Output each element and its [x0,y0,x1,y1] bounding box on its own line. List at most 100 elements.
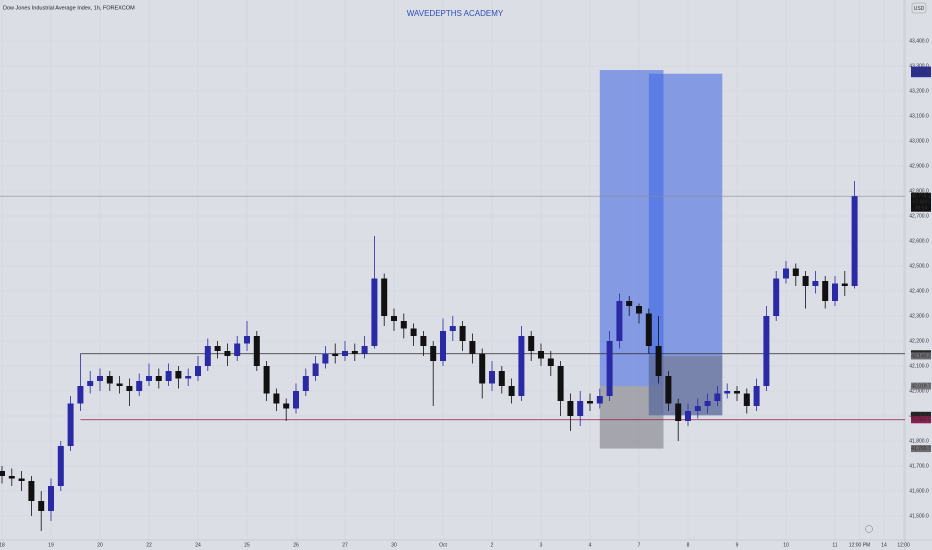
candle-body [773,278,780,316]
candle-body [263,366,270,394]
y-tick-label: 42,200.0 [909,338,929,344]
y-tick-label: 42,000.0 [909,388,929,394]
candle-body [577,401,584,416]
candle-body [126,386,133,391]
x-tick-label: 27 [342,542,348,548]
grid [0,0,905,540]
settings-icon[interactable] [865,525,873,533]
candle-body [557,366,564,401]
y-tick-label: 43,400.0 [909,38,929,44]
candle-body [724,391,731,394]
candle-body [322,353,329,364]
candle-body [410,328,417,336]
candle-body [479,353,486,384]
y-tick-label: 42,800.0 [909,188,929,194]
candle-body [302,376,309,391]
candle-body [655,346,662,376]
price-label-box [911,66,931,74]
candle-body [645,313,652,346]
candle-body [851,196,858,286]
candle-body [587,401,593,404]
candle-body [234,343,241,356]
price-label-box [911,382,931,390]
y-tick-label: 43,000.0 [909,138,929,144]
axis: 41,500.041,600.041,700.041,800.041,900.0… [0,38,931,548]
x-tick-label: 18 [0,542,5,548]
price-label: 41,902.9 [911,413,931,419]
y-tick-label: 41,500.0 [909,513,929,519]
candle-body [57,446,64,486]
candle-body [440,331,446,361]
price-label: 43,269.2 [911,71,931,77]
candle-body [312,363,319,376]
candle-body [0,471,5,476]
currency[interactable]: USD [914,6,925,12]
candle-body [841,283,848,286]
price-label-note: +2.66% [912,200,930,206]
candle-body [48,486,54,511]
y-tick-label: 42,500.0 [909,263,929,269]
x-tick-label: 19 [48,542,54,548]
candle-body [498,371,505,386]
candle-body [792,268,799,276]
candle-body [783,268,789,279]
y-tick-label: 41,600.0 [909,488,929,494]
candle-body [224,351,231,356]
x-tick-label: 24 [195,542,201,548]
candle-body [381,278,388,316]
candle-body [685,411,691,421]
candle-body [253,336,260,366]
y-tick-label: 43,200.0 [909,88,929,94]
x-tick-label: 11 [832,542,837,548]
x-tick-label: 26 [293,542,299,548]
y-tick-label: 42,100.0 [909,363,929,369]
candle-body [665,376,672,404]
candle-body [528,336,535,351]
x-tick-label: 20 [97,542,103,548]
y-tick-label: 42,700.0 [909,213,929,219]
candle-body [185,376,192,379]
price-label: 42,779.2 [911,194,931,200]
price-label: 42,140.2 [911,353,931,359]
watermark: WAVEDEPTHS ACADEMY [407,9,504,18]
candle-body [420,336,427,346]
y-tick-label: 42,600.0 [909,238,929,244]
candle-body [97,376,103,381]
x-tick-label: 4 [589,542,592,548]
price-label-note: 30:54 [915,206,928,212]
candle-body [204,346,211,366]
candle-body [430,346,437,361]
candle-body [195,366,201,376]
y-tick-label: 43,100.0 [909,113,929,119]
candle-body [28,481,35,501]
candle-body [596,396,603,404]
candle-body [38,501,45,511]
x-tick-label: 2 [491,542,494,548]
currency-box[interactable] [911,2,927,14]
candle-body [400,321,407,329]
price-label: 41,884.9 [911,417,931,423]
candle-body [273,393,280,404]
x-tick-label: 22 [146,542,152,548]
x-tick-label: 12:00 [897,542,910,548]
candle-body [342,351,348,356]
candle-body [146,376,152,381]
candle-body [508,386,515,396]
y-tick-label: 41,800.0 [909,438,929,444]
candle-body [155,376,162,381]
y-tick-label: 42,300.0 [909,313,929,319]
x-tick-label: Oct [439,542,447,548]
candle-body [351,351,358,354]
candle-body [214,346,221,351]
y-tick-label: 42,900.0 [909,163,929,169]
x-tick-label: 7 [638,542,641,548]
x-tick-label: 8 [687,542,690,548]
candle-body [802,276,809,286]
candle-body [391,316,397,321]
candle-body [626,301,633,306]
x-tick-label: 25 [244,542,250,548]
candle-body [616,301,623,341]
x-tick-label: 12:00 PM [849,542,870,548]
candle-body [283,403,290,409]
candle-body [822,281,829,301]
